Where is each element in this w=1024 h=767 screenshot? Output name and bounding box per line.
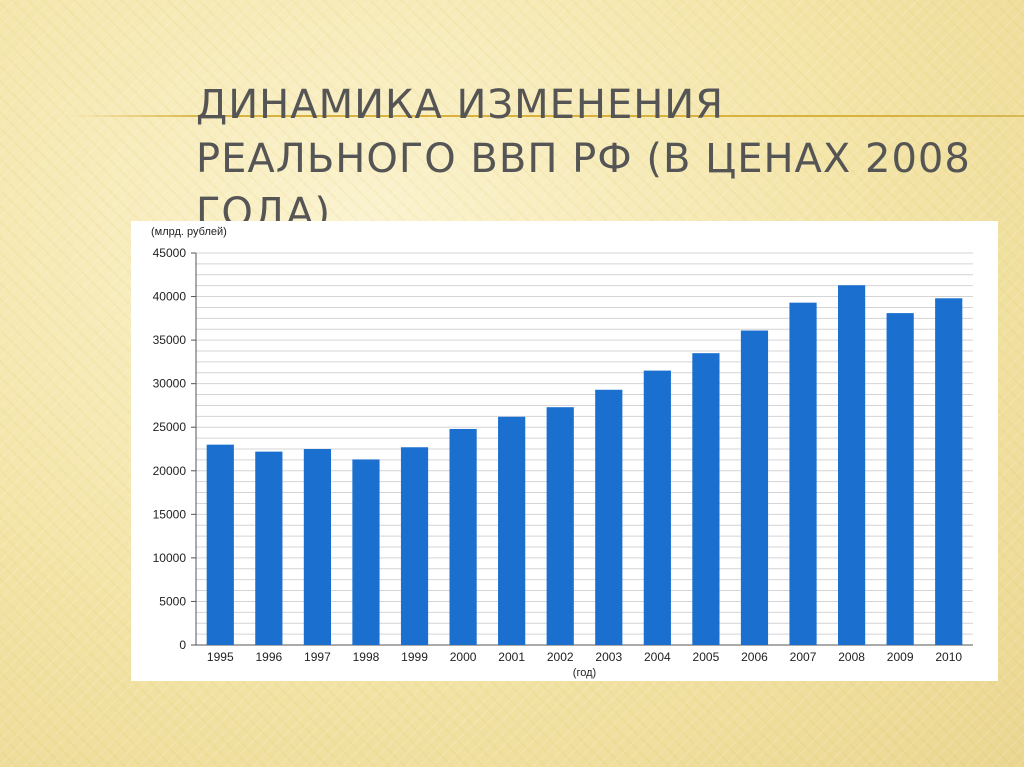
chart-panel: 0 5000 10000 15000 20000 25000 30000 35000 40000… xyxy=(131,221,998,681)
bar-1995 xyxy=(206,444,234,645)
title-underline xyxy=(70,115,1024,117)
x-tick-label: 1999 xyxy=(401,650,428,664)
y-tick-label: 5000 xyxy=(159,594,186,608)
y-tick-label: 20000 xyxy=(153,464,187,478)
x-tick-label: 2010 xyxy=(935,650,962,664)
y-tick-label: 45000 xyxy=(153,246,187,260)
y-tick-label: 40000 xyxy=(153,290,187,304)
y-tick-label: 15000 xyxy=(153,507,187,521)
bar-2008 xyxy=(837,285,866,645)
x-tick-label: 2001 xyxy=(498,650,525,664)
bar-2010 xyxy=(935,298,963,645)
bar-2006 xyxy=(740,330,769,645)
bar-2001 xyxy=(498,416,526,645)
x-tick-label: 1997 xyxy=(304,650,331,664)
x-tick-label: 1995 xyxy=(207,650,234,664)
bar-2002 xyxy=(546,407,574,645)
x-tick-label: 1998 xyxy=(353,650,380,664)
y-tick-label: 30000 xyxy=(153,377,187,391)
bar-2005 xyxy=(692,353,720,645)
slide-title: ДИНАМИКА ИЗМЕНЕНИЯ РЕАЛЬНОГО ВВП РФ (В Ц… xyxy=(196,82,971,236)
x-tick-label: 1996 xyxy=(255,650,282,664)
x-tick-label: 2000 xyxy=(450,650,477,664)
x-tick-label: 2008 xyxy=(838,650,865,664)
bar-1997 xyxy=(303,449,332,645)
y-tick-label: 0 xyxy=(179,638,186,652)
bar-2007 xyxy=(789,302,817,645)
y-tick-label: 35000 xyxy=(153,333,187,347)
bar-2000 xyxy=(449,428,477,645)
bar-1996 xyxy=(255,451,283,645)
x-tick-label: 2004 xyxy=(644,650,671,664)
x-tick-label: 2005 xyxy=(693,650,720,664)
y-axis-label: (млрд. рублей) xyxy=(151,226,227,238)
gdp-bar-chart: 0 5000 10000 15000 20000 25000 30000 35000 40000… xyxy=(131,221,998,681)
x-tick-label: 2007 xyxy=(790,650,817,664)
bar-1998 xyxy=(352,459,380,645)
y-tick-label: 10000 xyxy=(153,551,187,565)
bar-1999 xyxy=(400,447,429,645)
y-tick-label: 25000 xyxy=(153,420,187,434)
chart-svg: 0 5000 10000 15000 20000 25000 30000 35000 40000… xyxy=(151,226,973,679)
bar-2003 xyxy=(595,389,623,645)
x-tick-label: 2006 xyxy=(741,650,768,664)
bar-2009 xyxy=(886,313,914,645)
x-tick-label: 2009 xyxy=(887,650,914,664)
bar-2004 xyxy=(643,370,671,645)
x-axis-label: (год) xyxy=(573,667,596,679)
x-tick-label: 2003 xyxy=(595,650,622,664)
x-tick-label: 2002 xyxy=(547,650,574,664)
